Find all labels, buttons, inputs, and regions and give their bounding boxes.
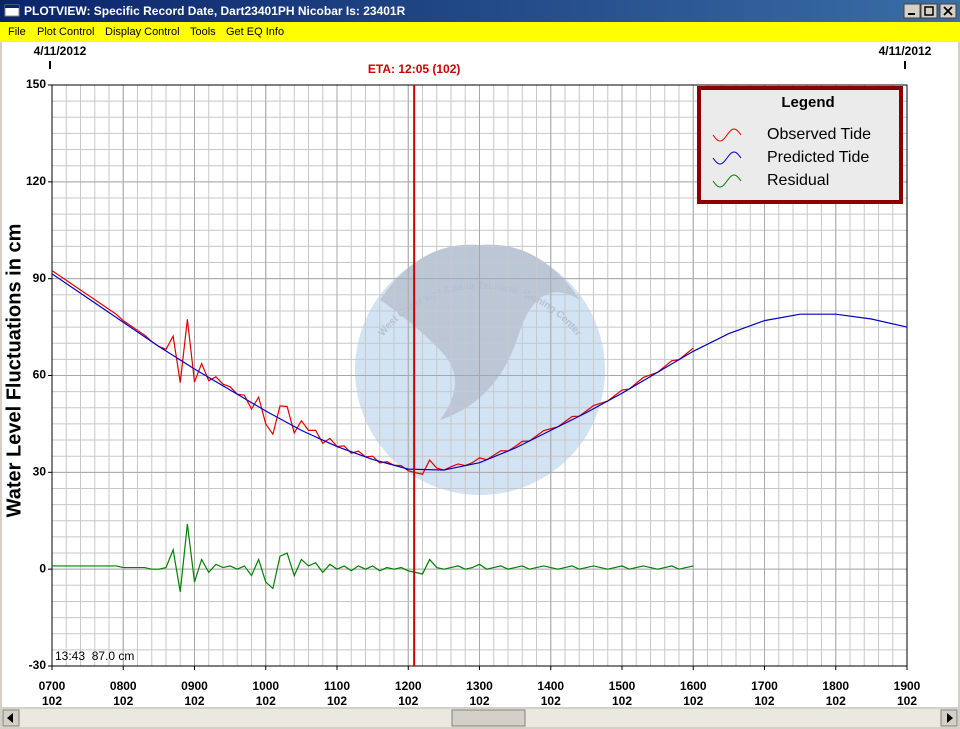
x-tick-label: 1300 (466, 679, 493, 693)
y-tick-label: 60 (33, 368, 47, 382)
x-tick-label: 1900 (894, 679, 921, 693)
x-tick-label: 1100 (324, 679, 350, 693)
x-tick-label: 1600 (680, 679, 707, 693)
plot-lines (52, 270, 907, 592)
x-tick-day: 102 (541, 694, 561, 708)
cursor-readout: 13:43 87.0 cm (55, 649, 134, 663)
x-tick-day: 102 (113, 694, 133, 708)
app-icon-bar (5, 5, 19, 8)
scroll-right-glyph (947, 713, 953, 723)
minimize-button[interactable] (903, 3, 921, 19)
x-tick-label: 1500 (609, 679, 636, 693)
menu: File Plot Control Display Control Tools Get … (8, 26, 284, 38)
x-tick-day: 102 (398, 694, 418, 708)
x-tick-label: 1800 (822, 679, 849, 693)
x-tick-day: 102 (754, 694, 774, 708)
legend-swatch (712, 128, 742, 142)
x-tick-day: 102 (826, 694, 846, 708)
maximize-button[interactable] (920, 3, 938, 19)
legend-title: Legend (781, 94, 834, 111)
y-tick-label: 90 (33, 271, 47, 285)
x-tick-label: 1700 (751, 679, 778, 693)
x-tick-day: 102 (612, 694, 632, 708)
menu-item[interactable]: Plot Control (37, 26, 94, 38)
y-tick-label: 120 (26, 174, 46, 188)
y-tick-label: 0 (39, 561, 46, 575)
x-tick-label: 1200 (395, 679, 422, 693)
legend-label: Residual (767, 172, 829, 189)
maximize-glyph (924, 6, 934, 16)
menu-item[interactable]: File (8, 26, 26, 38)
close-glyph (943, 6, 953, 16)
x-tick-day: 102 (897, 694, 917, 708)
x-tick-label: 0800 (110, 679, 137, 693)
x-tick-label: 1000 (252, 679, 279, 693)
y-tick-label: -30 (29, 658, 47, 672)
x-tick-day: 102 (184, 694, 204, 708)
title-bar (0, 0, 960, 22)
window-title: PLOTVIEW: Specific Record Date, Dart2340… (24, 4, 406, 18)
x-tick-day: 102 (469, 694, 489, 708)
legend-label: Predicted Tide (767, 149, 869, 166)
x-tick-day: 102 (683, 694, 703, 708)
window-buttons (903, 3, 957, 19)
scroll-left-glyph (7, 713, 13, 723)
eta-label: ETA: 12:05 (102) (368, 62, 460, 76)
y-axis-label: Water Level Fluctuations in cm (3, 224, 25, 518)
scroll-thumb[interactable] (451, 709, 526, 727)
x-tick-label: 1400 (537, 679, 564, 693)
x-tick-label: 0900 (181, 679, 208, 693)
y-tick-label: 150 (26, 77, 46, 91)
legend-box (697, 86, 903, 204)
start-date: 4/11/2012 (34, 44, 87, 58)
x-tick-day: 102 (327, 694, 347, 708)
x-tick-label: 0700 (39, 679, 66, 693)
series-line (52, 273, 907, 471)
legend-swatch (712, 174, 742, 188)
legend-label: Observed Tide (767, 126, 871, 143)
menu-item[interactable]: Tools (190, 26, 216, 38)
plot-frame (51, 84, 908, 667)
menu-item[interactable]: Get EQ Info (226, 26, 284, 38)
legend-swatch (712, 151, 742, 165)
end-date: 4/11/2012 (879, 44, 932, 58)
chart: -300306090120150070010208001020900102100… (3, 44, 931, 708)
y-tick-label: 30 (33, 465, 47, 479)
x-tick-day: 102 (42, 694, 62, 708)
menu-bar (0, 22, 960, 42)
menu-item[interactable]: Display Control (105, 26, 180, 38)
x-tick-day: 102 (256, 694, 276, 708)
series-line (52, 523, 694, 592)
